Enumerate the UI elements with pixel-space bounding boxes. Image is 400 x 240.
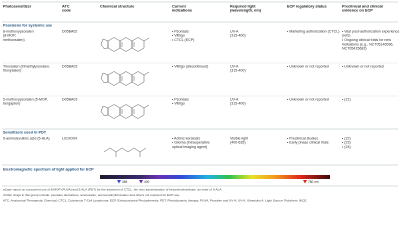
photosensitizer: Trioxsalen (trimethylpsoralen, xyxy=(3,64,50,68)
evidence: • Vast post-authorization experience xyxy=(342,29,399,33)
column-header: evidence on ECP xyxy=(342,9,373,13)
column-header: ATC xyxy=(62,4,70,8)
spectrum-title: Electromagnetic spectrum of light applie… xyxy=(3,167,94,171)
marker-label: 365 xyxy=(122,180,128,184)
required-light: UV-A xyxy=(230,64,239,68)
indication: • Glioma (intraoperative xyxy=(172,141,210,145)
marker-780 xyxy=(303,180,307,184)
required-light: (315-400) xyxy=(230,102,246,106)
required-light: (315-400) xyxy=(230,69,246,73)
structure-5ala xyxy=(103,147,147,153)
required-light: UV-A xyxy=(230,97,239,101)
indication: • Actinic keratosis xyxy=(172,136,200,140)
required-light: UV-A xyxy=(230,29,239,33)
photosensitizer: bergapten) xyxy=(3,102,20,106)
indication: optical imaging agent) xyxy=(172,145,207,149)
section-title: Psoralens for systemic use xyxy=(3,23,52,27)
photosensitizer: 5-aminolevulinic acid (5-ALA) xyxy=(3,136,50,140)
footnote: ATC, Anatomical Therapeutic Chemical; CT… xyxy=(3,198,307,202)
atc-code: D05BA03 xyxy=(62,64,77,68)
required-light: Visible light xyxy=(230,136,248,140)
evidence: (refs) xyxy=(342,34,350,38)
background xyxy=(0,0,400,205)
column-header: (wavelength, nm) xyxy=(230,9,262,13)
column-header: Chemical structure xyxy=(100,4,134,8)
evidence: • (22) xyxy=(342,136,351,140)
column-header: Preclinical and clinical xyxy=(342,4,383,8)
required-light: (315-400) xyxy=(230,34,246,38)
marker-400 xyxy=(139,180,143,184)
footnote: aCase report on concurrent use of 8-MOP … xyxy=(3,187,222,191)
evidence: • (24) xyxy=(342,145,351,149)
evidence: • (21) xyxy=(342,97,351,101)
column-header: Current xyxy=(172,4,186,8)
column-header: code xyxy=(62,9,71,13)
regulatory-status: • Marketing authorization (CTCL) xyxy=(287,29,339,33)
indication: • Psoriasis xyxy=(172,29,189,33)
column-header: ECP regulatory status xyxy=(287,4,327,8)
atc-code: L01XD04 xyxy=(62,136,77,140)
column-header: indications xyxy=(172,9,192,13)
photosensitizer: 8-methoxypsoralen xyxy=(3,29,34,33)
regulatory-status: • Early phase clinical trials xyxy=(287,141,329,145)
regulatory-status: • Unknown or not reported xyxy=(287,97,329,101)
spectrum-bar xyxy=(100,175,330,179)
photosensitizer: (8-MOP, xyxy=(3,34,16,38)
indication: • Psoriasis xyxy=(172,97,189,101)
evidence: indications (e.g., NCT05146596, xyxy=(342,42,394,46)
indication: • Vitiligo xyxy=(172,102,185,106)
required-light: (400-635) xyxy=(230,141,246,145)
photosensitizer: trioxysalen) xyxy=(3,69,21,73)
marker-label: 400 xyxy=(144,180,150,184)
indication: • Vitiligo xyxy=(172,34,185,38)
indication: • Vitiligo (discontinued) xyxy=(172,64,208,68)
atc-code: D05BA03 xyxy=(62,97,77,101)
atc-code: D05BA02 xyxy=(62,29,77,33)
section-title: Sensitizers used in PDT xyxy=(3,130,47,134)
evidence: • Ongoing clinical trials for new xyxy=(342,38,391,42)
evidence: NCT05415683) xyxy=(342,47,367,51)
evidence: • (23) xyxy=(342,141,351,145)
indication: • CTCL (ECP) xyxy=(172,38,194,42)
regulatory-status: • Preclinical studies xyxy=(287,136,318,140)
photosensitizer: 5-methoxypsoralen (5-MOP, xyxy=(3,97,48,101)
column-header: Photosensitizer xyxy=(3,4,32,8)
footnote: cOther drugs in this group include: psor… xyxy=(3,193,180,197)
evidence: • Unknown or not reported xyxy=(342,64,384,68)
marker-label: 780 nm xyxy=(308,180,319,184)
marker-365 xyxy=(117,180,121,184)
photosensitizer: methoxsalen) xyxy=(3,38,25,42)
regulatory-status: • Unknown or not reported xyxy=(287,64,329,68)
column-header: Required light xyxy=(230,4,256,8)
